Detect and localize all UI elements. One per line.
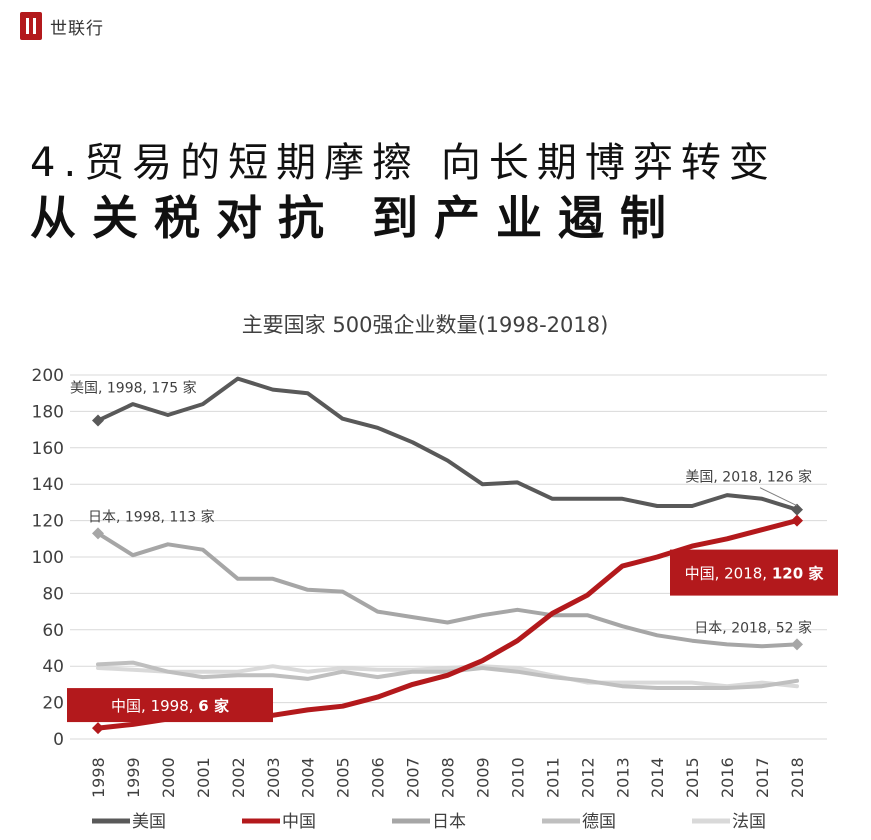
brand-name: 世联行 [50,18,104,39]
x-tick-label: 2014 [648,757,667,798]
chart-title: 主要国家 500强企业数量(1998-2018) [242,313,609,337]
point-marker-美国-start [92,414,104,427]
y-tick-label: 100 [32,548,64,568]
y-tick-label: 40 [42,657,64,677]
brand-logo: 世联行 [20,10,104,42]
point-marker-中国-end [791,514,803,527]
legend-label-日本: 日本 [432,812,466,832]
x-tick-label: 2018 [788,757,807,798]
x-tick-label: 1999 [124,757,143,798]
point-marker-美国-end [791,503,803,516]
data-label: 美国, 2018, 126 家 [685,469,812,486]
x-tick-label: 2004 [299,757,318,798]
legend: 美国 中国 日本 德国 法国 [92,812,766,832]
y-tick-label: 120 [32,512,64,532]
point-marker-日本-end [791,638,803,651]
point-marker-日本-start [92,527,104,540]
y-tick-label: 80 [42,584,64,604]
callout-box [67,688,273,723]
callout-label: 中国, 2018, 120 家 [685,565,824,583]
x-tick-label: 2017 [753,757,772,798]
series-line-美国 [96,376,799,512]
y-tick-label: 200 [32,366,64,386]
y-tick-label: 20 [42,694,64,714]
y-tick-label: 60 [42,621,64,641]
callout-box [670,549,838,596]
data-label: 日本, 2018, 52 家 [694,619,812,636]
x-tick-label: 2007 [404,757,423,798]
y-tick-label: 140 [32,475,64,495]
x-tick-label: 2011 [543,757,562,798]
x-tick-label: 2006 [369,757,388,798]
legend-label-美国: 美国 [132,812,166,832]
x-tick-label: 2001 [194,757,213,798]
y-tick-label: 180 [32,402,64,422]
legend-label-法国: 法国 [732,812,766,832]
y-tick-label: 0 [53,730,64,750]
data-label: 日本, 1998, 113 家 [88,508,215,525]
series-line-日本 [96,531,799,649]
x-tick-label: 2003 [264,757,283,798]
x-tick-label: 2002 [229,757,248,798]
x-tick-label: 2015 [683,757,702,798]
x-tick-label: 2012 [578,757,597,798]
x-tick-label: 2005 [334,757,353,798]
x-tick-label: 2000 [159,757,178,798]
brand-mark-icon [20,12,42,40]
x-tick-label: 2008 [439,757,458,798]
data-label: 美国, 1998, 175 家 [70,380,197,397]
x-tick-label: 2010 [508,757,527,798]
callout-label: 中国, 1998, 6 家 [111,697,229,715]
legend-label-中国: 中国 [282,812,316,832]
point-marker-中国-start [92,722,104,735]
x-tick-label: 2016 [718,757,737,798]
headline-line-2: 从关税对抗 到产业遏制 [30,191,683,245]
leader-line [759,487,798,507]
x-tick-label: 1998 [89,757,108,798]
y-tick-label: 160 [32,439,64,459]
x-tick-label: 2009 [473,757,492,798]
legend-label-德国: 德国 [582,812,616,832]
series-line-德国 [96,660,799,690]
headline-line-1: 4.贸易的短期摩擦 向长期博弈转变 [30,140,777,186]
annotations: 美国, 1998, 175 家日本, 1998, 113 家 美国, 2018, … [67,380,838,723]
series-line-法国 [96,664,799,689]
headline: 4.贸易的短期摩擦 向长期博弈转变 从关税对抗 到产业遏制 [30,136,850,246]
axes: 0 20 40 60 80 100 120 140 160 180 200 1998 1999 2000 2… [32,366,807,798]
x-tick-label: 2013 [613,757,632,798]
